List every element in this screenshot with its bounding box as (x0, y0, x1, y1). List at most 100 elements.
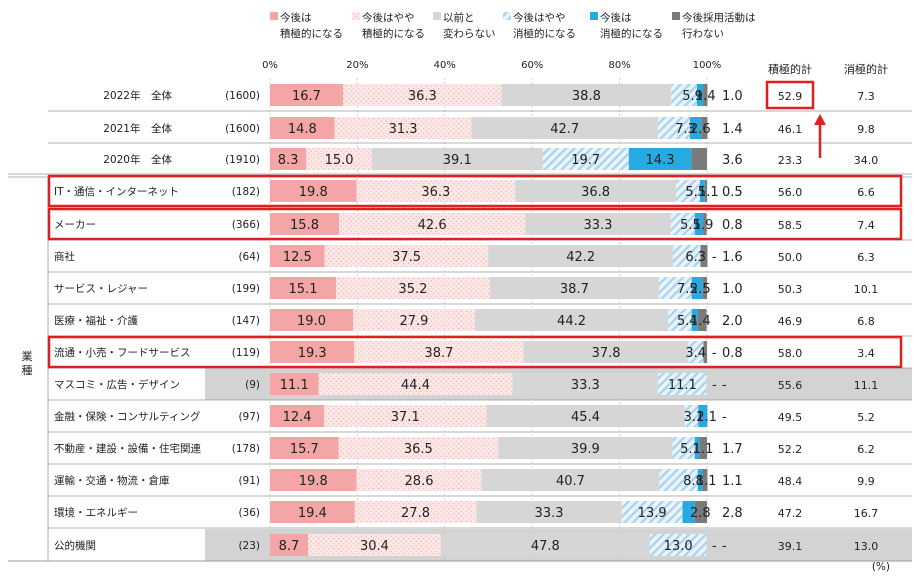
bar-value-label: 16.7 (292, 89, 321, 104)
bar-segment-pos-strong (270, 309, 354, 331)
positive-total-value: 48.4 (778, 475, 803, 488)
bar-value-label: 19.3 (298, 346, 327, 361)
bar-segment-pos-strong (270, 437, 339, 459)
bar-value-label: 5.4 (677, 314, 698, 329)
bar-value-label: - (712, 539, 717, 554)
bar-value-label: 11.1 (668, 378, 697, 393)
bar-segment-pos-strong (270, 405, 325, 427)
bar-segment-neg-strong (694, 437, 700, 459)
bar-value-label: 37.5 (392, 250, 421, 265)
legend-label-neg-mild: 今後はやや消極的になる (513, 11, 576, 40)
negative-total-value: 6.3 (857, 251, 875, 264)
negative-total-value: 13.0 (854, 540, 879, 553)
bar-value-label: 19.8 (299, 185, 328, 200)
legend-label-line: 今後採用活動は (682, 11, 756, 24)
highlight-frame (47, 174, 903, 208)
bar-segment-pos-mild (342, 84, 502, 106)
legend-label-line: 今後は (600, 11, 632, 24)
bar-segment-pos-mild (318, 373, 513, 395)
bar-value-label: 30.4 (360, 539, 389, 554)
bar-segment-same (371, 148, 543, 170)
bar-segment-pos-mild (324, 405, 487, 427)
legend-swatch-neg-strong (590, 12, 598, 20)
bar-segment-neg-mild (658, 373, 707, 395)
negative-total-value: 11.1 (854, 379, 879, 392)
bar-segment-same (474, 309, 669, 331)
negative-total-value: 16.7 (854, 507, 879, 520)
bar-segment-pos-strong (270, 245, 325, 267)
bar-value-label: 1.7 (722, 442, 743, 457)
bar-segment-neg-mild (649, 534, 707, 556)
bar-value-label: 19.0 (297, 314, 326, 329)
bar-value-label: 8.8 (683, 474, 704, 489)
bar-segment-pos-mild (356, 469, 482, 491)
x-tick-label: 20% (346, 60, 368, 71)
bar-value-label: 14.3 (646, 153, 675, 168)
bar-segment-neg-strong (628, 148, 692, 170)
bar-segment-none (703, 213, 707, 235)
bar-segment-neg-mild (671, 84, 697, 106)
bar-value-label: 31.3 (389, 122, 418, 137)
row-label: 2021年 全体 (103, 122, 172, 135)
row-label: メーカー (54, 219, 96, 231)
row-label: 流通・小売・フードサービス (54, 346, 191, 359)
bar-segment-pos-strong (270, 341, 355, 363)
bar-value-label: 38.8 (572, 89, 601, 104)
positive-total-value: 50.3 (778, 283, 803, 296)
bar-value-label: 7.5 (677, 282, 698, 297)
bar-value-label: 19.4 (298, 506, 327, 521)
bar-value-label: - (722, 539, 727, 554)
negative-total-value: 7.4 (857, 219, 875, 232)
bar-value-label: 2.8 (722, 506, 743, 521)
positive-total-value: 47.2 (778, 507, 803, 520)
highlight-frame (47, 207, 903, 241)
bar-segment-pos-strong (270, 373, 319, 395)
bar-value-label: 36.8 (581, 185, 610, 200)
bar-value-label: 8.7 (279, 539, 300, 554)
bar-segment-neg-mild (668, 309, 692, 331)
row-n: (91) (238, 475, 260, 487)
bar-value-label: 44.4 (401, 378, 430, 393)
row-n: (182) (232, 186, 260, 198)
bar-value-label: 0.5 (722, 185, 743, 200)
bar-value-label: 5.5 (685, 185, 706, 200)
bar-value-label: 14.8 (288, 122, 317, 137)
bar-value-label: 8.3 (278, 153, 299, 168)
bar-segment-neg-mild (658, 117, 690, 139)
negative-total-value: 34.0 (854, 154, 879, 167)
bar-value-label: 15.7 (290, 442, 319, 457)
bar-segment-same (501, 84, 672, 106)
row-label: 不動産・建設・設備・住宅関連 (54, 442, 201, 455)
legend-label-line: 行わない (682, 27, 724, 40)
positive-total-value: 49.5 (778, 411, 803, 424)
row-n: (23) (238, 540, 260, 552)
row-label: 医療・福祉・介護 (54, 314, 138, 327)
bar-value-label: 42.6 (418, 218, 447, 233)
positive-total-value: 52.2 (778, 443, 803, 456)
row-n: (147) (232, 315, 260, 327)
bar-value-label: 1.1 (722, 474, 743, 489)
bar-value-label: 42.2 (566, 250, 595, 265)
negative-total-value: 9.8 (857, 123, 875, 136)
bar-value-label: 1.0 (722, 89, 743, 104)
bar-segment-none (702, 469, 708, 491)
bar-value-label: 13.0 (664, 539, 693, 554)
bar-segment-same (525, 213, 671, 235)
bar-segment-pos-strong (270, 213, 340, 235)
bar-segment-pos-mild (324, 245, 489, 267)
bar-value-label: - (722, 410, 727, 425)
positive-total-value: 46.1 (778, 123, 803, 136)
bar-value-label: 35.2 (398, 282, 427, 297)
bar-segment-neg-mild (672, 245, 701, 267)
row-n: (97) (238, 411, 260, 423)
bar-segment-pos-mild (354, 341, 524, 363)
row-label: 商社 (54, 250, 75, 263)
bar-value-label: - (712, 346, 717, 361)
bar-value-label: 33.3 (571, 378, 600, 393)
trend-arrow-head (814, 114, 826, 125)
legend-swatch-none (672, 12, 680, 20)
bar-segment-same (489, 277, 659, 299)
positive-total-value: 55.6 (778, 379, 803, 392)
legend-label-line: 積極的になる (362, 27, 425, 40)
